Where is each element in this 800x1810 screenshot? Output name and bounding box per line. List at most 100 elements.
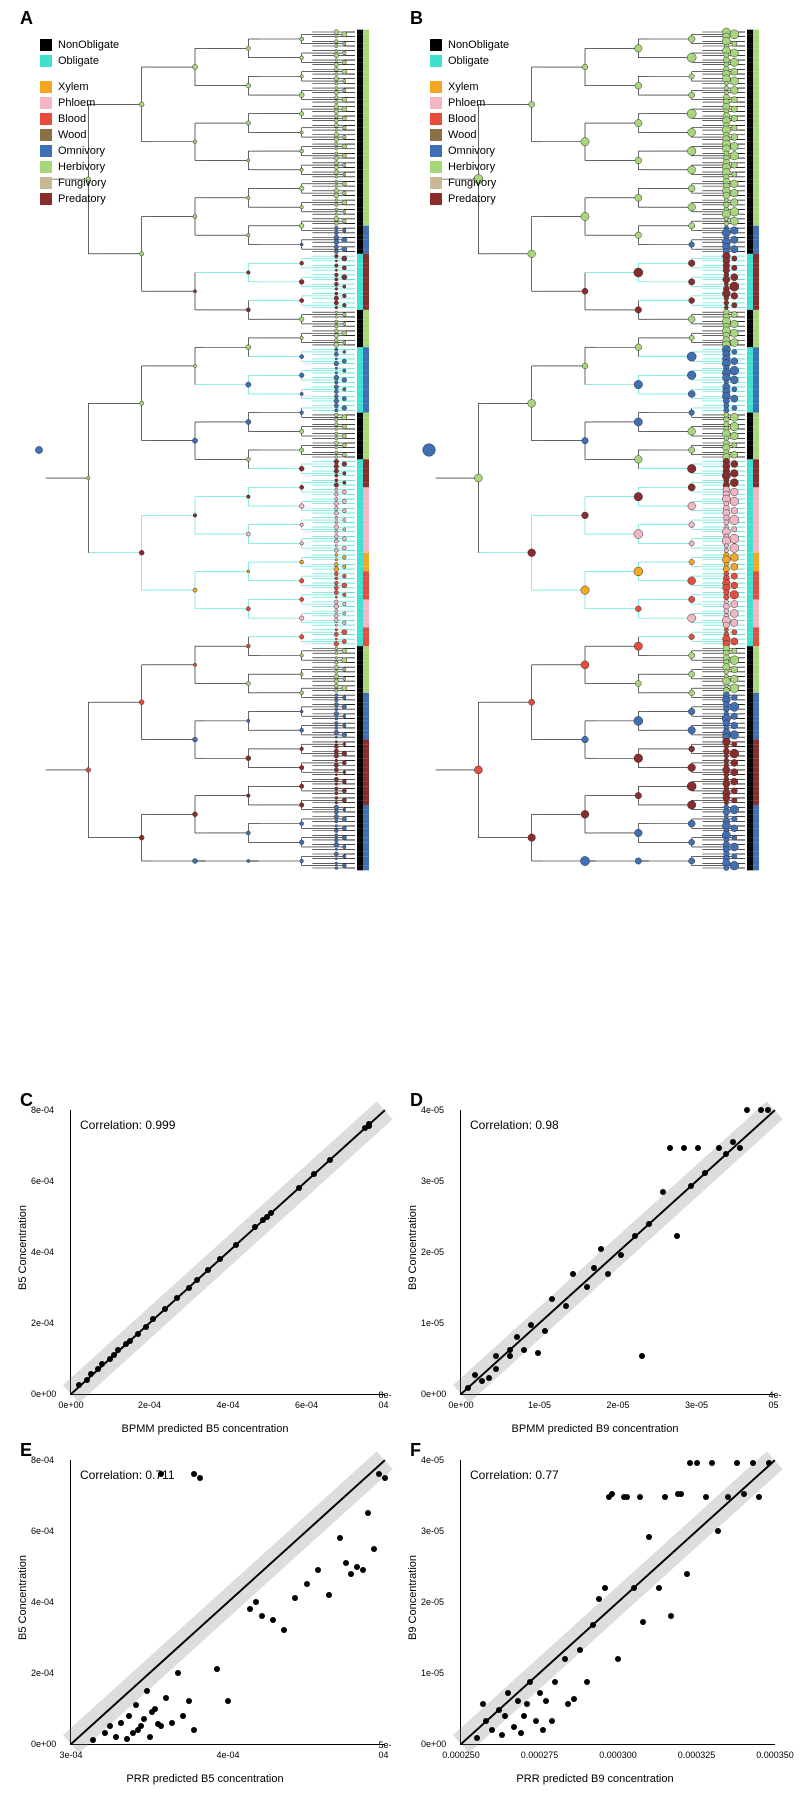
data-point (681, 1145, 687, 1151)
data-point (499, 1732, 505, 1738)
plot-area-d: 0e+001e-052e-053e-054e-050e+001e-052e-05… (460, 1110, 775, 1395)
legend-label: Phloem (448, 97, 485, 109)
data-point (180, 1713, 186, 1719)
ylabel-d: B9 Concentration (407, 1100, 419, 1395)
legend-item: Phloem (430, 96, 496, 110)
data-point (205, 1267, 211, 1273)
data-point (514, 1334, 520, 1340)
data-point (311, 1171, 317, 1177)
data-point (640, 1619, 646, 1625)
legend-swatch (40, 177, 52, 189)
tick-x: 1e-05 (528, 1400, 551, 1410)
xlabel-f: PRR predicted B9 concentration (405, 1773, 785, 1785)
legend-label: Omnivory (58, 145, 105, 157)
data-point (542, 1328, 548, 1334)
data-point (217, 1256, 223, 1262)
legend-swatch (40, 193, 52, 205)
legend-association-b: NonObligateObligate (430, 38, 509, 70)
data-point (537, 1690, 543, 1696)
data-point (632, 1233, 638, 1239)
tick-y: 4e-05 (421, 1105, 444, 1115)
data-point (118, 1720, 124, 1726)
data-point (197, 1475, 203, 1481)
legend-swatch (40, 113, 52, 125)
legend-label: Wood (448, 129, 477, 141)
tick-y: 3e-05 (421, 1176, 444, 1186)
data-point (326, 1592, 332, 1598)
data-point (562, 1656, 568, 1662)
plot-area-c: 0e+002e-044e-046e-048e-040e+002e-044e-04… (70, 1110, 385, 1395)
legend-label: Blood (58, 113, 86, 125)
data-point (102, 1730, 108, 1736)
data-point (143, 1324, 149, 1330)
tick-y: 1e-05 (421, 1318, 444, 1328)
data-point (624, 1494, 630, 1500)
data-point (528, 1322, 534, 1328)
data-point (304, 1581, 310, 1587)
data-point (268, 1210, 274, 1216)
tick-y: 6e-04 (31, 1526, 54, 1536)
legend-item: Predatory (40, 192, 106, 206)
data-point (327, 1157, 333, 1163)
corr-label-c: Correlation: 0.999 (80, 1118, 175, 1132)
data-point (483, 1718, 489, 1724)
tick-x: 4e-05 (768, 1390, 781, 1410)
data-point (214, 1666, 220, 1672)
legend-item: Phloem (40, 96, 106, 110)
legend-swatch (40, 161, 52, 173)
data-point (668, 1613, 674, 1619)
tick-x: 0.000325 (678, 1750, 716, 1760)
data-point (688, 1183, 694, 1189)
tick-y: 8e-04 (31, 1455, 54, 1465)
data-point (186, 1285, 192, 1291)
tick-y: 2e-05 (421, 1597, 444, 1607)
data-point (138, 1723, 144, 1729)
data-point (766, 1460, 772, 1466)
legend-label: Xylem (448, 81, 479, 93)
legend-label: Obligate (58, 55, 99, 67)
legend-swatch (40, 81, 52, 93)
data-point (660, 1189, 666, 1195)
data-point (723, 1151, 729, 1157)
data-point (107, 1723, 113, 1729)
ylabel-c: B5 Concentration (17, 1100, 29, 1395)
tick-x: 5e-04 (378, 1740, 391, 1760)
legend-swatch (40, 39, 52, 51)
data-point (194, 1277, 200, 1283)
data-point (296, 1185, 302, 1191)
data-point (270, 1617, 276, 1623)
data-point (292, 1595, 298, 1601)
data-point (741, 1491, 747, 1497)
data-point (505, 1690, 511, 1696)
data-point (84, 1377, 90, 1383)
data-point (552, 1679, 558, 1685)
data-point (609, 1491, 615, 1497)
data-point (563, 1303, 569, 1309)
legend-diet-b: XylemPhloemBloodWoodOmnivoryHerbivoryFun… (430, 80, 496, 208)
data-point (678, 1491, 684, 1497)
data-point (584, 1679, 590, 1685)
tick-x: 0e+00 (58, 1400, 83, 1410)
legend-label: Herbivory (58, 161, 105, 173)
tick-x: 4e-04 (216, 1750, 239, 1760)
data-point (169, 1720, 175, 1726)
data-point (709, 1460, 715, 1466)
data-point (144, 1688, 150, 1694)
legend-label: Fungivory (58, 177, 106, 189)
tick-x: 0.000250 (442, 1750, 480, 1760)
legend-label: Predatory (58, 193, 106, 205)
legend-item: Omnivory (430, 144, 496, 158)
regression-line (460, 1459, 775, 1744)
data-point (124, 1736, 130, 1742)
data-point (191, 1727, 197, 1733)
data-point (465, 1385, 471, 1391)
legend-label: Xylem (58, 81, 89, 93)
legend-item: Obligate (430, 54, 509, 68)
data-point (360, 1567, 366, 1573)
data-point (646, 1221, 652, 1227)
corr-label-e: Correlation: 0.711 (80, 1468, 175, 1482)
legend-label: Obligate (448, 55, 489, 67)
legend-label: Predatory (448, 193, 496, 205)
data-point (702, 1170, 708, 1176)
tick-y: 0e+00 (31, 1739, 56, 1749)
